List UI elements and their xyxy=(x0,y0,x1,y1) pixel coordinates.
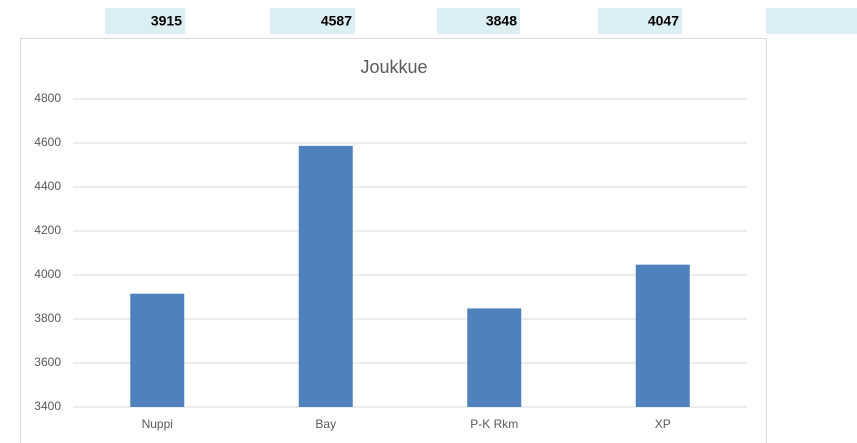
cell-value: 4587 xyxy=(321,13,352,29)
bar xyxy=(467,308,522,407)
bar xyxy=(130,293,185,407)
cell xyxy=(437,8,520,34)
chart-title: Joukkue xyxy=(360,57,427,77)
bar xyxy=(298,145,353,408)
y-tick-label: 4200 xyxy=(34,223,61,237)
y-tick-label: 4400 xyxy=(34,179,61,193)
x-tick-label: XP xyxy=(655,417,671,431)
y-tick-label: 4800 xyxy=(34,91,61,105)
cell xyxy=(270,8,355,34)
cell-value: 4047 xyxy=(648,13,679,29)
cell xyxy=(105,8,185,34)
cell-value: 3915 xyxy=(151,13,182,29)
y-tick-label: 3600 xyxy=(34,355,61,369)
x-tick-label: Bay xyxy=(315,417,336,431)
cell xyxy=(598,8,682,34)
cell xyxy=(766,8,857,34)
x-tick-label: Nuppi xyxy=(142,417,173,431)
y-tick-label: 4000 xyxy=(34,267,61,281)
y-tick-label: 3400 xyxy=(34,399,61,413)
cell-value: 3848 xyxy=(486,13,517,29)
bar xyxy=(635,264,690,407)
x-tick-label: P-K Rkm xyxy=(470,417,518,431)
y-tick-label: 4600 xyxy=(34,135,61,149)
y-tick-label: 3800 xyxy=(34,311,61,325)
